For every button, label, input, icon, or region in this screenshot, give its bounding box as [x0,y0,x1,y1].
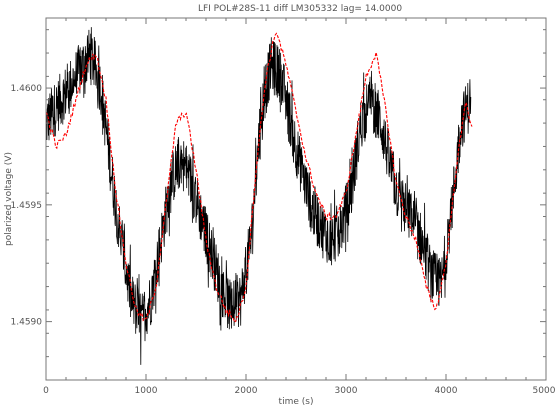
x-axis-label: time (s) [279,397,314,407]
x-axis: 0 1000 2000 3000 4000 5000 [43,18,556,396]
series-line-1 [46,32,473,323]
plot-frame [45,17,547,381]
y-tick-label: 1.4590 [11,318,43,328]
y-axis: 1.4590 1.4595 1.4600 [11,29,546,381]
y-axis-label: polarized voltage (V) [4,152,14,246]
x-tick-label: 0 [43,386,49,396]
y-tick-label: 1.4595 [11,201,43,211]
x-tick-label: 3000 [335,386,358,396]
x-tick-label: 4000 [435,386,458,396]
series-layer [46,27,473,365]
x-tick-label: 2000 [235,386,258,396]
chart-title: LFI POL#28S-11 diff LM305332 lag= 14.000… [198,4,402,14]
x-tick-label: 5000 [533,386,556,396]
y-tick-label: 1.4600 [11,84,43,94]
series-line-0 [46,27,472,365]
x-tick-label: 1000 [135,386,158,396]
